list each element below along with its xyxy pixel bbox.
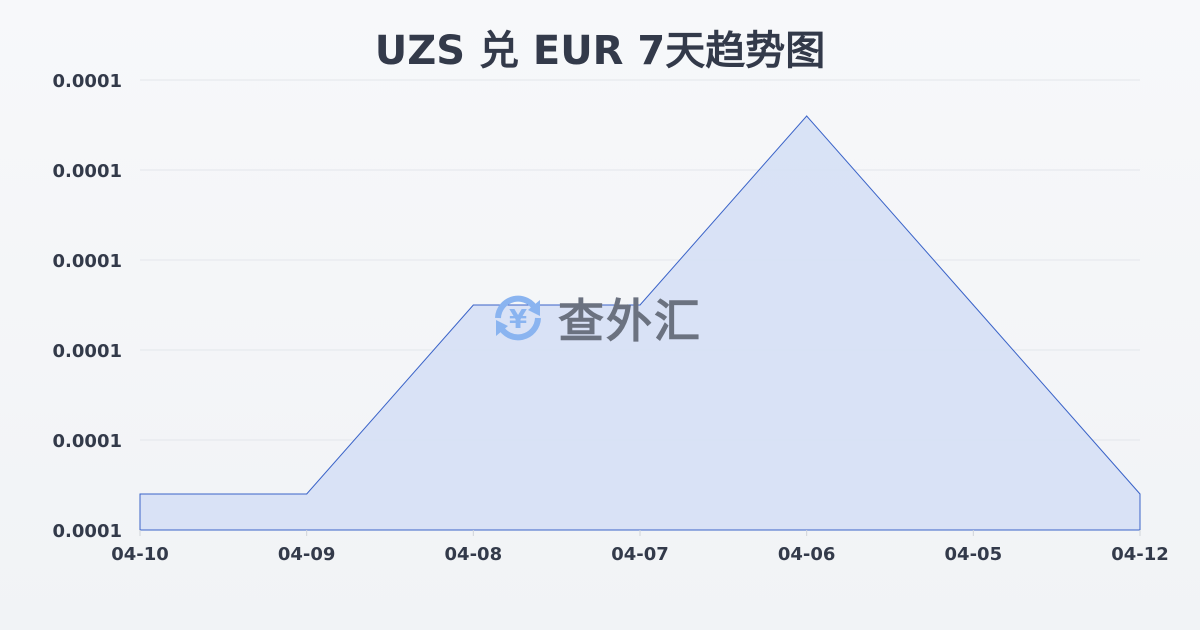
area-series: [139, 115, 1141, 531]
x-tick-label: 04-05: [945, 544, 1003, 565]
data-point: [972, 304, 974, 306]
chart-title: UZS 兑 EUR 7天趋势图: [374, 28, 826, 74]
data-point: [306, 493, 308, 495]
y-tick-label: 0.0001: [53, 71, 122, 92]
y-tick-label: 0.0001: [53, 431, 122, 452]
watermark: ¥ 查外汇: [488, 285, 702, 351]
y-tick-label: 0.0001: [53, 251, 122, 272]
data-point: [1139, 493, 1141, 495]
svg-text:¥: ¥: [509, 305, 527, 335]
x-tick-label: 04-12: [1111, 544, 1169, 565]
watermark-text: 查外汇: [558, 294, 702, 348]
x-tick-label: 04-10: [111, 544, 169, 565]
y-tick-label: 0.0001: [53, 521, 122, 542]
y-tick-label: 0.0001: [53, 161, 122, 182]
yen-exchange-icon: ¥: [495, 295, 541, 341]
x-tick-label: 04-09: [278, 544, 336, 565]
x-tick-label: 04-07: [611, 544, 669, 565]
data-point: [472, 304, 474, 306]
x-tick-label: 04-06: [778, 544, 836, 565]
data-point: [806, 115, 808, 117]
data-point: [639, 304, 641, 306]
x-tick-label: 04-08: [445, 544, 503, 565]
data-point: [139, 493, 141, 495]
y-tick-label: 0.0001: [53, 341, 122, 362]
